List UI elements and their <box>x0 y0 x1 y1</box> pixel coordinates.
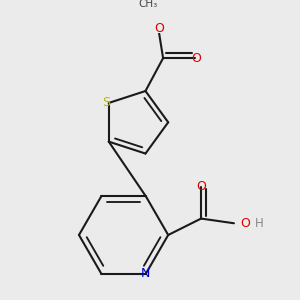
Text: S: S <box>102 97 110 110</box>
Text: N: N <box>141 267 151 280</box>
Text: O: O <box>196 180 206 194</box>
Text: H: H <box>255 217 264 230</box>
Text: CH₃: CH₃ <box>138 0 158 9</box>
Text: O: O <box>154 22 164 35</box>
Text: O: O <box>191 52 201 65</box>
Text: O: O <box>240 217 250 230</box>
